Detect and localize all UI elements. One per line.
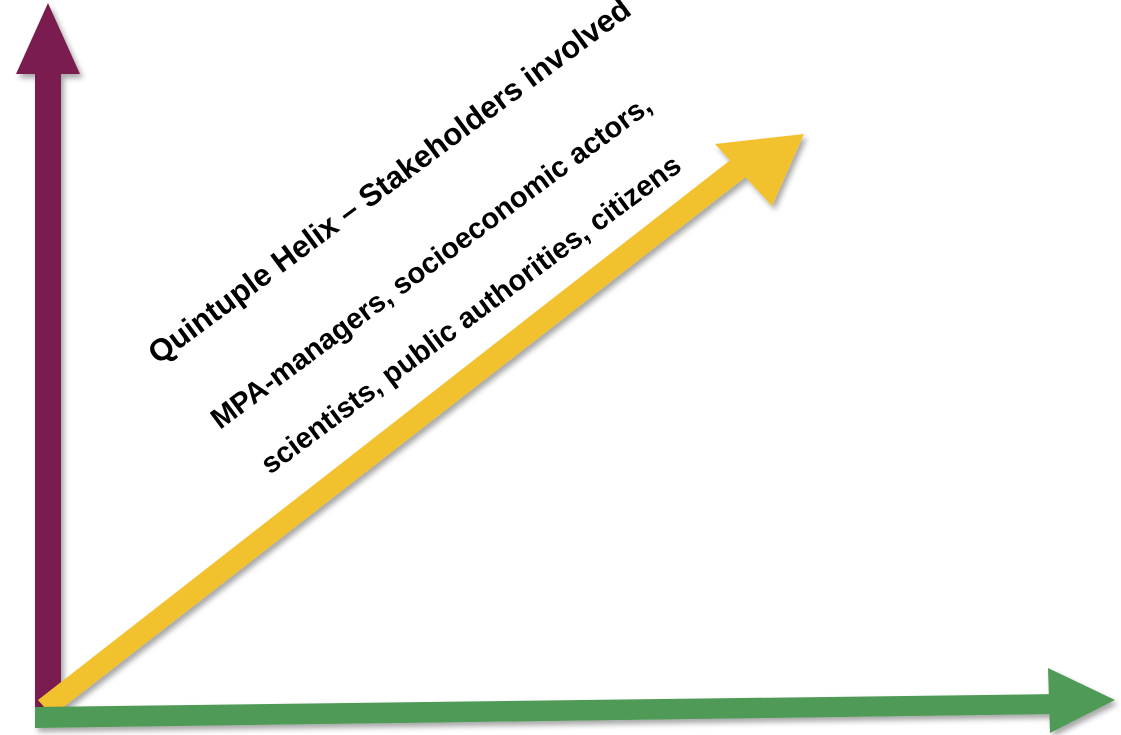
diagonal-axis-shaft	[38, 154, 752, 716]
horizontal-axis-shaft	[35, 694, 1060, 728]
stakeholders-line-2: scientists, public authorities, citizens	[255, 149, 687, 481]
horizontal-axis-arrowhead	[1048, 668, 1115, 733]
vertical-axis-arrow	[16, 3, 80, 708]
vertical-axis-arrowhead	[16, 3, 80, 74]
diagonal-axis-arrow	[38, 134, 804, 716]
horizontal-axis-arrow	[35, 668, 1115, 733]
vertical-axis-shaft	[35, 60, 61, 708]
diagonal-axis-arrowhead	[715, 134, 804, 206]
